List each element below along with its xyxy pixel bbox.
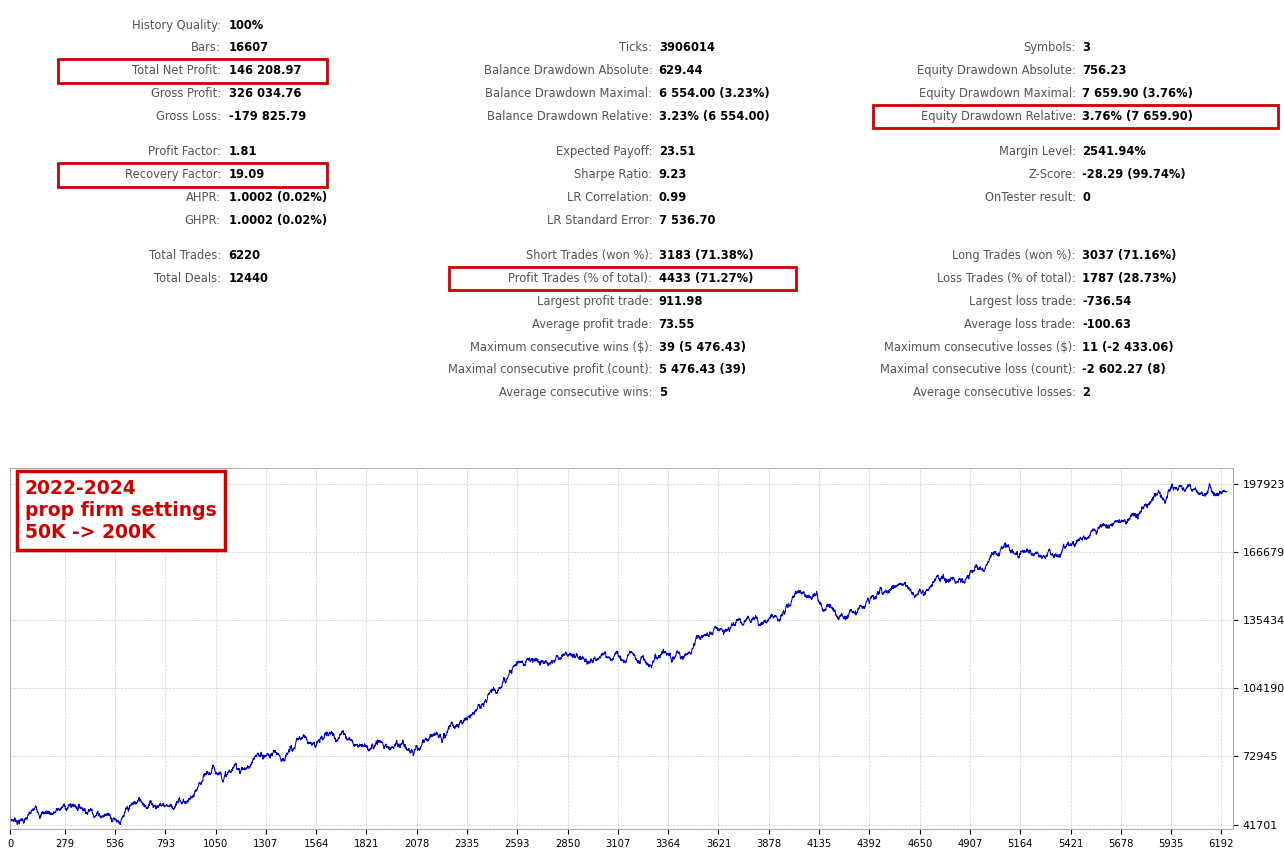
Text: Average consecutive losses:: Average consecutive losses:	[913, 387, 1076, 399]
Text: -100.63: -100.63	[1082, 318, 1131, 331]
Text: 2541.94%: 2541.94%	[1082, 145, 1147, 158]
Text: Maximal consecutive profit (count):: Maximal consecutive profit (count):	[448, 363, 652, 376]
Text: 3906014: 3906014	[659, 41, 715, 54]
Text: 7 659.90 (3.76%): 7 659.90 (3.76%)	[1082, 87, 1193, 101]
Text: -179 825.79: -179 825.79	[229, 110, 306, 123]
Text: 12440: 12440	[229, 272, 268, 285]
Text: AHPR:: AHPR:	[186, 191, 221, 204]
Text: GHPR:: GHPR:	[185, 214, 221, 227]
Text: 1787 (28.73%): 1787 (28.73%)	[1082, 272, 1177, 285]
Text: Balance Drawdown Absolute:: Balance Drawdown Absolute:	[484, 64, 652, 77]
Text: 2022-2024
prop firm settings
50K -> 200K: 2022-2024 prop firm settings 50K -> 200K	[24, 479, 217, 542]
Text: 2: 2	[1082, 387, 1090, 399]
Text: 5: 5	[659, 387, 666, 399]
Text: 4433 (71.27%): 4433 (71.27%)	[659, 272, 754, 285]
Text: Total Deals:: Total Deals:	[154, 272, 221, 285]
Text: Total Trades:: Total Trades:	[149, 249, 221, 262]
Text: Equity Drawdown Maximal:: Equity Drawdown Maximal:	[919, 87, 1076, 101]
Text: 19.09: 19.09	[229, 168, 265, 181]
Text: 9.23: 9.23	[659, 168, 687, 181]
Text: Equity Drawdown Absolute:: Equity Drawdown Absolute:	[917, 64, 1076, 77]
Text: Maximum consecutive wins ($):: Maximum consecutive wins ($):	[470, 340, 652, 354]
Text: 629.44: 629.44	[659, 64, 704, 77]
Text: 326 034.76: 326 034.76	[229, 87, 300, 101]
Text: LR Standard Error:: LR Standard Error:	[547, 214, 652, 227]
Text: 1.81: 1.81	[229, 145, 257, 158]
Text: 0: 0	[1082, 191, 1090, 204]
Text: -2 602.27 (8): -2 602.27 (8)	[1082, 363, 1166, 376]
Text: Long Trades (won %):: Long Trades (won %):	[953, 249, 1076, 262]
Text: 7 536.70: 7 536.70	[659, 214, 715, 227]
Text: Sharpe Ratio:: Sharpe Ratio:	[574, 168, 652, 181]
Text: Maximum consecutive losses ($):: Maximum consecutive losses ($):	[883, 340, 1076, 354]
Text: Balance Drawdown Maximal:: Balance Drawdown Maximal:	[485, 87, 652, 101]
Text: 100%: 100%	[229, 19, 263, 32]
Text: Symbols:: Symbols:	[1023, 41, 1076, 54]
Text: -28.29 (99.74%): -28.29 (99.74%)	[1082, 168, 1186, 181]
Text: Average loss trade:: Average loss trade:	[964, 318, 1076, 331]
Text: 756.23: 756.23	[1082, 64, 1127, 77]
Text: Gross Profit:: Gross Profit:	[150, 87, 221, 101]
Text: Margin Level:: Margin Level:	[999, 145, 1076, 158]
Text: 1.0002 (0.02%): 1.0002 (0.02%)	[229, 191, 326, 204]
Text: 39 (5 476.43): 39 (5 476.43)	[659, 340, 746, 354]
Text: 73.55: 73.55	[659, 318, 695, 331]
Text: Total Net Profit:: Total Net Profit:	[132, 64, 221, 77]
Text: 6 554.00 (3.23%): 6 554.00 (3.23%)	[659, 87, 769, 101]
Text: 5 476.43 (39): 5 476.43 (39)	[659, 363, 746, 376]
Text: 911.98: 911.98	[659, 295, 704, 308]
Text: 16607: 16607	[229, 41, 268, 54]
Text: Z-Score:: Z-Score:	[1028, 168, 1076, 181]
Text: 3: 3	[1082, 41, 1090, 54]
Text: Expected Payoff:: Expected Payoff:	[556, 145, 652, 158]
Text: Equity Drawdown Relative:: Equity Drawdown Relative:	[921, 110, 1076, 123]
Text: Bars:: Bars:	[191, 41, 221, 54]
Text: 146 208.97: 146 208.97	[229, 64, 300, 77]
Text: Largest loss trade:: Largest loss trade:	[968, 295, 1076, 308]
Text: Largest profit trade:: Largest profit trade:	[537, 295, 652, 308]
Text: Balance Drawdown Relative:: Balance Drawdown Relative:	[487, 110, 652, 123]
Text: 3183 (71.38%): 3183 (71.38%)	[659, 249, 754, 262]
Text: Short Trades (won %):: Short Trades (won %):	[525, 249, 652, 262]
Text: Average profit trade:: Average profit trade:	[532, 318, 652, 331]
Text: Recovery Factor:: Recovery Factor:	[125, 168, 221, 181]
Text: History Quality:: History Quality:	[132, 19, 221, 32]
Text: 6220: 6220	[229, 249, 261, 262]
Text: 11 (-2 433.06): 11 (-2 433.06)	[1082, 340, 1174, 354]
Text: 3.76% (7 659.90): 3.76% (7 659.90)	[1082, 110, 1193, 123]
Text: -736.54: -736.54	[1082, 295, 1131, 308]
Text: 1.0002 (0.02%): 1.0002 (0.02%)	[229, 214, 326, 227]
Text: Ticks:: Ticks:	[619, 41, 652, 54]
Text: Maximal consecutive loss (count):: Maximal consecutive loss (count):	[880, 363, 1076, 376]
Text: 0.99: 0.99	[659, 191, 687, 204]
Text: 23.51: 23.51	[659, 145, 695, 158]
Text: Average consecutive wins:: Average consecutive wins:	[498, 387, 652, 399]
Text: LR Correlation:: LR Correlation:	[566, 191, 652, 204]
Text: 3.23% (6 554.00): 3.23% (6 554.00)	[659, 110, 769, 123]
Text: Loss Trades (% of total):: Loss Trades (% of total):	[937, 272, 1076, 285]
Text: Gross Loss:: Gross Loss:	[155, 110, 221, 123]
Text: OnTester result:: OnTester result:	[985, 191, 1076, 204]
Text: Profit Trades (% of total):: Profit Trades (% of total):	[508, 272, 652, 285]
Text: 3037 (71.16%): 3037 (71.16%)	[1082, 249, 1177, 262]
Text: Profit Factor:: Profit Factor:	[148, 145, 221, 158]
